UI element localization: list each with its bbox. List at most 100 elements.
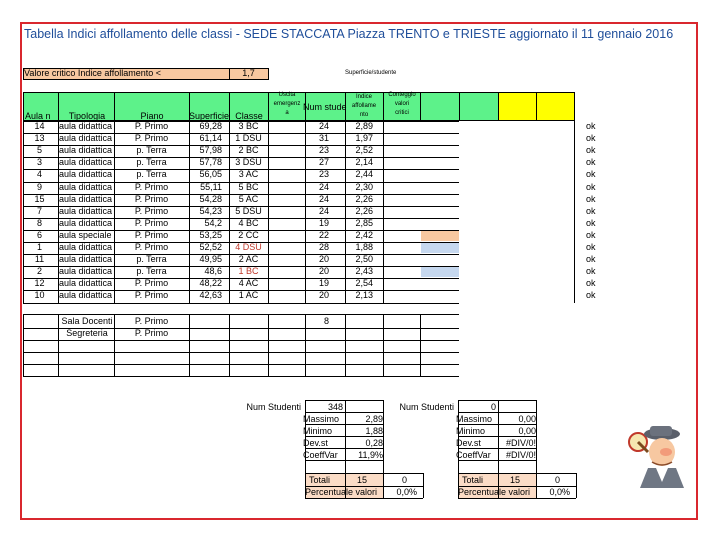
grid-line (23, 79, 268, 80)
cell-tipologia: aula didattica (59, 121, 113, 131)
cell-aula: 8 (36, 217, 42, 228)
grid-line (114, 314, 115, 376)
cell-classe: 5 BC (238, 181, 259, 192)
cell-num-studenti: 19 (318, 217, 329, 228)
grid-line (458, 460, 536, 461)
cell-num-studenti: 20 (318, 266, 329, 277)
header-indice-0: Indice (355, 94, 372, 100)
cell-classe: 4 DSU (235, 242, 262, 252)
grid-line (114, 92, 115, 303)
stats-right-totali-value: 15 (509, 475, 520, 485)
cell-indice: 2,89 (355, 121, 373, 131)
grid-line (305, 412, 383, 413)
cell-piano: P. Primo (134, 229, 169, 240)
grid-line (458, 448, 536, 449)
cell-piano: p. Terra (136, 169, 167, 180)
cell-piano: P. Primo (134, 242, 169, 252)
grid-line (23, 68, 268, 69)
cell-superficie: 57,98 (199, 145, 222, 156)
stats-left-dev-label: Dev.st (303, 438, 328, 448)
stats-left-num-value: 348 (327, 402, 343, 412)
cell-flag-blue (421, 243, 459, 253)
cell-superficie: 57,78 (199, 157, 222, 168)
cell-ok: ok (586, 217, 596, 228)
cell-aula: 5 (36, 145, 42, 156)
grid-line (458, 436, 536, 437)
grid-line (23, 266, 459, 268)
grid-line (58, 92, 59, 303)
cell-aula: 3 (36, 157, 42, 168)
cell-ok: ok (586, 181, 596, 192)
cell-classe: 1 DSU (235, 133, 262, 144)
cell-classe: 2 AC (238, 254, 259, 265)
stats-right-num-value: 0 (490, 402, 496, 412)
grid-line (305, 486, 423, 487)
cell-indice: 2,52 (355, 145, 373, 156)
grid-line (23, 314, 24, 376)
cell-tipologia: aula didattica (59, 266, 113, 277)
cell-aula: 4 (36, 169, 42, 180)
cell-tipologia: aula didattica (59, 217, 113, 228)
cell-piano: P. Primo (134, 290, 169, 301)
grid-line (305, 448, 383, 449)
stats-left-totali-count: 0 (401, 475, 407, 485)
cell-classe: 3 AC (238, 169, 259, 180)
extra-piano: P. Primo (134, 328, 169, 338)
grid-line (458, 498, 576, 499)
grid-line (536, 400, 537, 498)
cell-num-studenti: 19 (318, 278, 329, 289)
cell-piano: p. Terra (136, 266, 167, 277)
grid-line (23, 68, 24, 80)
cell-piano: P. Primo (134, 181, 169, 192)
cell-aula: 6 (36, 229, 42, 240)
stats-right-totali-label: Totali (462, 475, 484, 485)
stats-right-perc-label: Percentuale valori (458, 487, 531, 497)
header-conteggio-0: Conteggio (388, 92, 416, 98)
grid-line (23, 157, 459, 159)
cell-piano: p. Terra (136, 145, 167, 156)
cell-superficie: 61,14 (199, 133, 222, 144)
cell-superficie: 49,95 (199, 254, 222, 265)
grid-line (458, 400, 536, 401)
grid-line (23, 364, 459, 365)
stats-left-max-value: 2,89 (365, 414, 383, 424)
stats-right-min-value: 0,00 (518, 426, 536, 436)
cell-aula: 13 (34, 133, 45, 144)
cell-piano: P. Primo (134, 193, 169, 204)
cell-indice: 1,88 (355, 242, 373, 252)
grid-line (574, 92, 575, 303)
grid-line (458, 400, 459, 498)
grid-line (383, 314, 384, 376)
header-superficie: Superficie (189, 111, 230, 121)
cell-aula: 11 (34, 254, 45, 265)
cell-aula: 12 (34, 278, 45, 289)
stats-left-coeff-value: 11,9% (358, 450, 383, 460)
header-uscita-0: Uscita (278, 92, 296, 98)
stats-left-min-value: 1,88 (365, 426, 383, 436)
grid-line (345, 92, 346, 303)
cell-indice: 2,30 (355, 181, 373, 192)
cell-superficie: 48,6 (204, 266, 222, 277)
grid-line (23, 145, 459, 147)
grid-line (229, 314, 230, 376)
cell-aula: 2 (36, 266, 42, 277)
cell-ok: ok (586, 157, 596, 168)
cell-indice: 2,42 (355, 229, 373, 240)
critical-note: Superficie/studente (345, 70, 397, 76)
header-conteggio-2: critici (395, 110, 409, 116)
cell-tipologia: aula didattica (59, 181, 113, 192)
cell-ok: ok (586, 242, 596, 252)
grid-line (189, 314, 190, 376)
header-tipologia: Tipologia (68, 111, 106, 121)
critical-label: Valore critico Indice affollamento < (24, 68, 161, 78)
cell-num-studenti: 23 (318, 169, 329, 180)
grid-line (574, 92, 575, 120)
grid-line (345, 400, 346, 498)
extra-piano: P. Primo (134, 316, 169, 326)
grid-line (23, 181, 459, 183)
cell-ok: ok (586, 121, 596, 131)
cell-tipologia: aula didattica (59, 278, 113, 289)
cell-piano: p. Terra (136, 254, 167, 265)
grid-line (23, 242, 459, 243)
